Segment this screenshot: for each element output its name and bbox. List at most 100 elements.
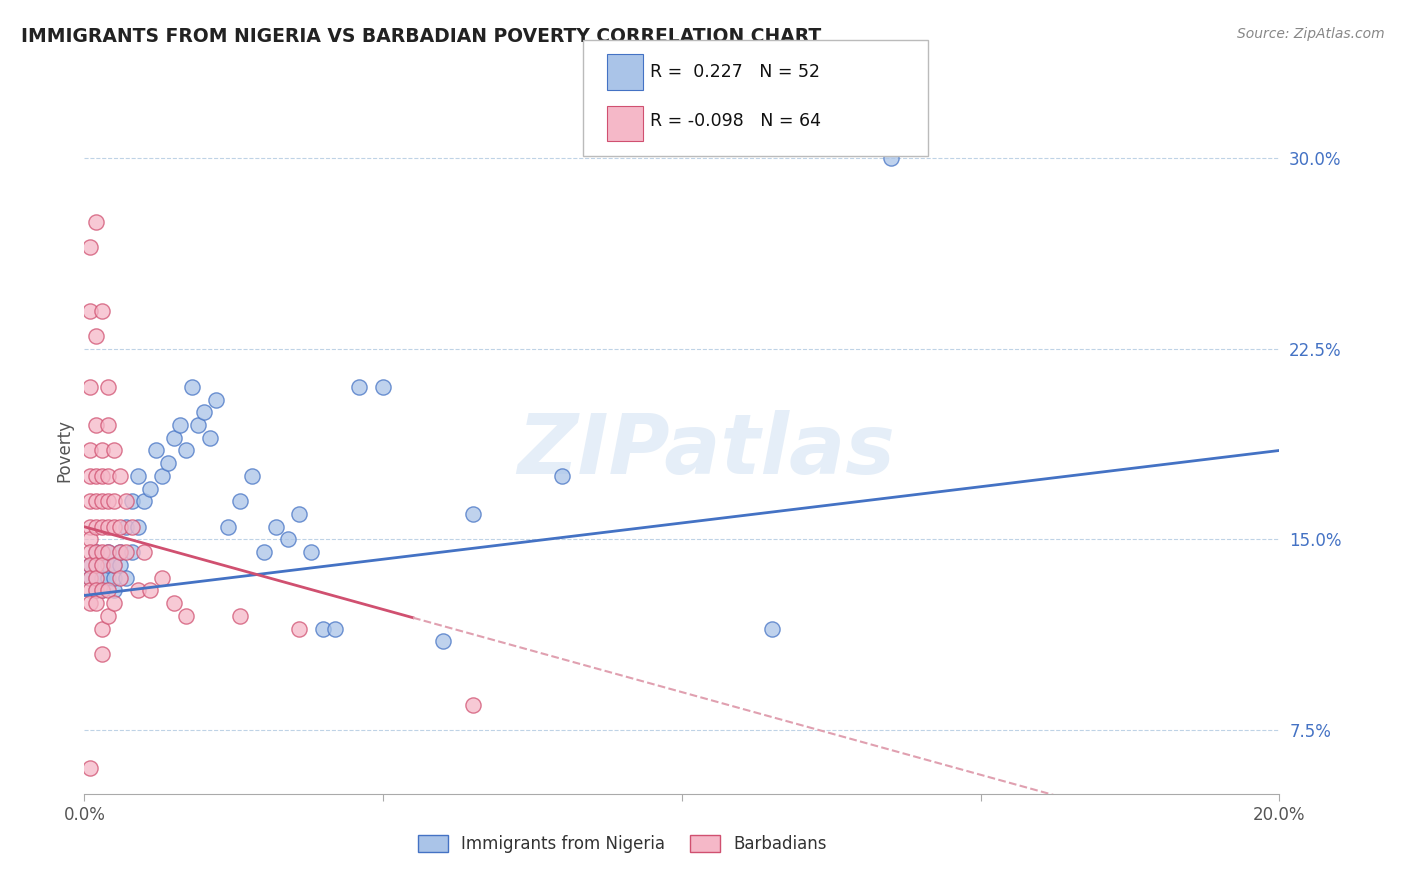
Point (228, 494, 252, 508)
Point (91, 469, 114, 483)
Point (79, 571, 101, 585)
Point (91, 520, 114, 534)
Point (79, 240, 101, 254)
Point (373, 380, 395, 394)
Point (79, 380, 101, 394)
Point (79, 583, 101, 598)
Point (193, 405, 215, 419)
Point (97, 558, 120, 572)
Point (288, 507, 311, 521)
Point (127, 583, 149, 598)
Point (91, 303, 114, 318)
Point (228, 608, 252, 623)
Point (97, 380, 120, 394)
Point (150, 571, 173, 585)
Point (110, 520, 132, 534)
Point (551, 469, 574, 483)
Point (79, 571, 101, 585)
Point (181, 380, 204, 394)
Point (174, 443, 197, 458)
Point (132, 494, 156, 508)
Point (103, 583, 125, 598)
Point (127, 520, 149, 534)
Text: R = -0.098   N = 64: R = -0.098 N = 64 (650, 112, 821, 130)
Point (115, 520, 138, 534)
Point (97, 583, 120, 598)
Point (79, 520, 101, 534)
Point (91, 583, 114, 598)
Point (86, 545, 108, 559)
Point (79, 303, 101, 318)
Point (115, 545, 138, 559)
Point (139, 482, 162, 496)
Point (121, 545, 143, 559)
Point (139, 583, 162, 598)
Point (145, 443, 167, 458)
Point (103, 596, 125, 610)
Point (91, 545, 114, 559)
Legend: Immigrants from Nigeria, Barbadians: Immigrants from Nigeria, Barbadians (409, 826, 835, 861)
Point (86, 571, 108, 585)
Point (91, 571, 114, 585)
Point (91, 494, 114, 508)
Point (205, 392, 228, 407)
Point (79, 494, 101, 508)
Point (461, 507, 484, 521)
Point (86, 583, 108, 598)
Point (198, 431, 221, 445)
Point (288, 622, 311, 636)
Point (110, 558, 132, 572)
Point (880, 151, 903, 165)
Point (103, 494, 125, 508)
Point (91, 583, 114, 598)
Point (103, 520, 125, 534)
Point (86, 494, 108, 508)
Point (91, 558, 114, 572)
Point (110, 545, 132, 559)
Point (91, 647, 114, 661)
Point (121, 494, 143, 508)
Point (163, 431, 186, 445)
Point (461, 698, 484, 712)
Point (97, 608, 120, 623)
Point (115, 571, 138, 585)
Point (86, 558, 108, 572)
Point (432, 634, 454, 648)
Point (121, 520, 143, 534)
Point (97, 494, 120, 508)
Point (103, 443, 125, 458)
Point (349, 380, 371, 394)
Point (103, 558, 125, 572)
Point (86, 596, 108, 610)
Point (103, 571, 125, 585)
Point (110, 469, 132, 483)
Point (163, 596, 186, 610)
Point (79, 558, 101, 572)
Point (110, 545, 132, 559)
Point (277, 533, 299, 547)
Point (79, 761, 101, 775)
Point (301, 545, 323, 559)
Point (86, 417, 108, 432)
Point (91, 622, 114, 636)
Point (110, 571, 132, 585)
Point (79, 443, 101, 458)
Point (86, 329, 108, 343)
Point (86, 571, 108, 585)
Point (97, 545, 120, 559)
Point (253, 545, 276, 559)
Point (240, 469, 263, 483)
Point (97, 571, 120, 585)
Point (86, 214, 108, 228)
Text: Source: ZipAtlas.com: Source: ZipAtlas.com (1237, 27, 1385, 41)
Y-axis label: Poverty: Poverty (55, 419, 73, 482)
Point (127, 469, 149, 483)
Point (264, 520, 287, 534)
Point (103, 558, 125, 572)
Point (187, 417, 209, 432)
Point (79, 596, 101, 610)
Point (169, 417, 191, 432)
Point (325, 622, 347, 636)
Point (86, 520, 108, 534)
Point (79, 469, 101, 483)
